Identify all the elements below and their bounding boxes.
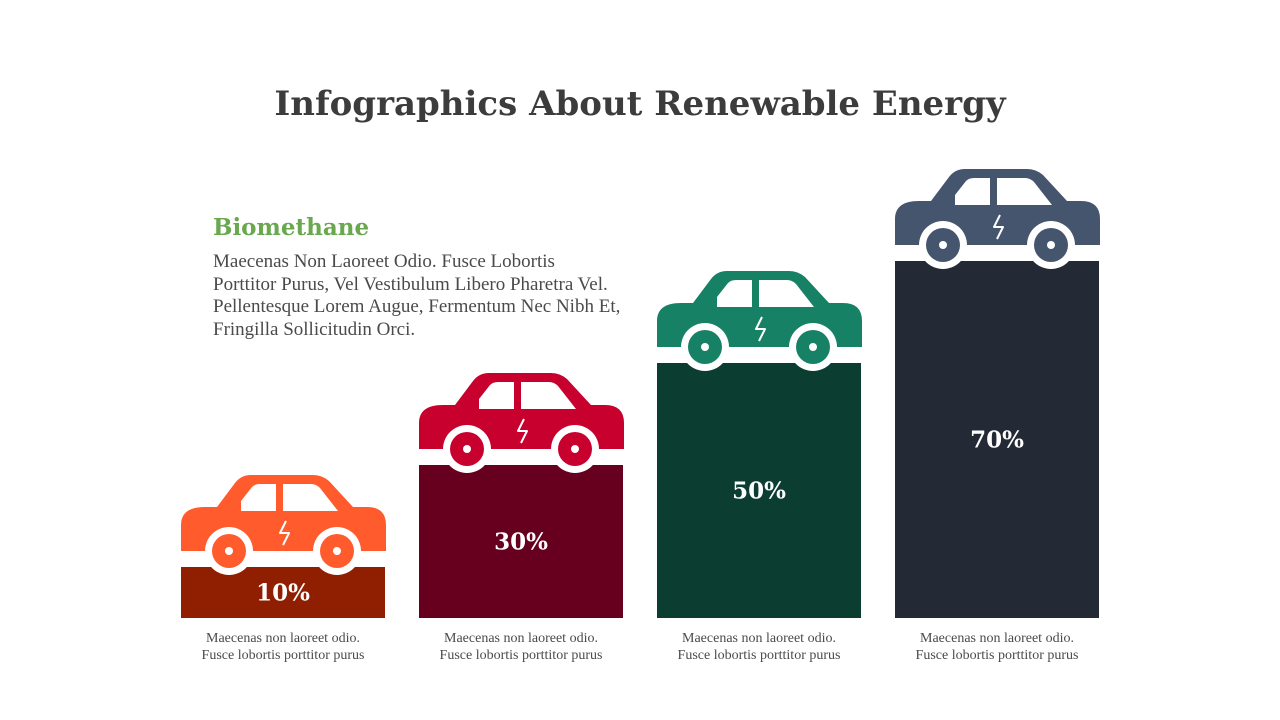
bar [657, 363, 861, 618]
car-window [479, 382, 514, 409]
wheel-hub [333, 547, 341, 555]
electric-car-icon [419, 373, 624, 473]
bar-caption: Maecenas non laoreet odio. Fusce lobortis… [877, 630, 1117, 664]
bar-caption: Maecenas non laoreet odio. Fusce lobortis… [163, 630, 403, 664]
car-window [283, 484, 338, 511]
data-label: 10% [256, 580, 310, 607]
info-body: Maecenas Non Laoreet Odio. Fusce Loborti… [213, 251, 683, 341]
bar [181, 567, 385, 618]
info-heading: Biomethane [213, 214, 370, 241]
car-window [997, 178, 1052, 205]
caption-line: Fusce lobortis porttitor purus [915, 648, 1079, 663]
caption-line: Maecenas non laoreet odio. [920, 631, 1074, 646]
caption-line: Maecenas non laoreet odio. [444, 631, 598, 646]
wheel-hub [701, 343, 709, 351]
electric-car-icon [657, 271, 862, 371]
electric-car-icon [181, 475, 386, 575]
wheel-hub [1047, 241, 1055, 249]
bar-caption: Maecenas non laoreet odio. Fusce lobortis… [639, 630, 879, 664]
car-window [759, 280, 814, 307]
car-window [717, 280, 752, 307]
info-line: Fringilla Sollicitudin Orci. [213, 318, 416, 340]
caption-line: Maecenas non laoreet odio. [682, 631, 836, 646]
lightning-bolt-icon [279, 520, 290, 546]
caption-line: Fusce lobortis porttitor purus [677, 648, 841, 663]
wheel-hub [463, 445, 471, 453]
info-line: Maecenas Non Laoreet Odio. Fusce Loborti… [213, 251, 555, 272]
data-label: 50% [732, 478, 786, 505]
car-window [521, 382, 576, 409]
car-window [241, 484, 276, 511]
wheel-hub [225, 547, 233, 555]
data-label: 70% [970, 427, 1024, 454]
bar [895, 261, 1099, 618]
lightning-bolt-icon [517, 418, 528, 444]
wheel-hub [939, 241, 947, 249]
bar [419, 465, 623, 618]
data-label: 30% [494, 529, 548, 556]
lightning-bolt-icon [993, 214, 1004, 240]
info-line: Porttitor Purus, Vel Vestibulum Libero P… [213, 273, 608, 295]
bar-caption: Maecenas non laoreet odio. Fusce lobortis… [401, 630, 641, 664]
lightning-bolt-icon [755, 316, 766, 342]
page-title: Infographics About Renewable Energy [274, 84, 1006, 124]
caption-line: Maecenas non laoreet odio. [206, 631, 360, 646]
caption-line: Fusce lobortis porttitor purus [201, 648, 365, 663]
car-window [955, 178, 990, 205]
caption-line: Fusce lobortis porttitor purus [439, 648, 603, 663]
wheel-hub [571, 445, 579, 453]
electric-car-icon [895, 169, 1100, 269]
wheel-hub [809, 343, 817, 351]
info-line: Pellentesque Lorem Augue, Fermentum Nec … [213, 296, 621, 318]
